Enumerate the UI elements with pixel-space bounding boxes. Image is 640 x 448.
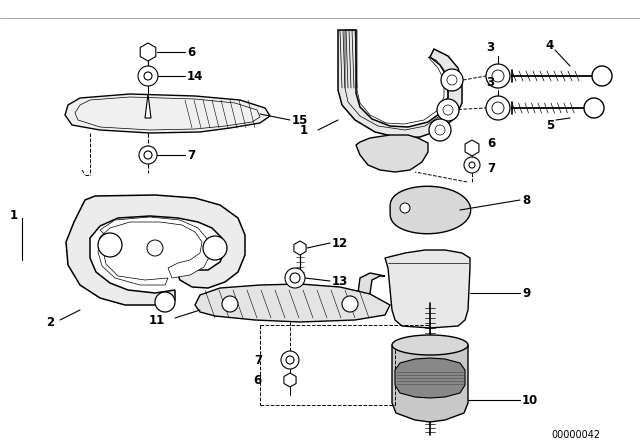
Text: 7: 7 [254,353,262,366]
Text: 6: 6 [187,46,195,59]
Text: 9: 9 [522,287,531,300]
Polygon shape [284,373,296,387]
Polygon shape [385,250,470,328]
Polygon shape [358,273,385,313]
Polygon shape [145,94,151,118]
Text: 1: 1 [10,208,18,221]
Text: 10: 10 [522,393,538,406]
Circle shape [281,351,299,369]
Polygon shape [65,94,270,133]
Polygon shape [390,186,470,234]
Circle shape [285,268,305,288]
Polygon shape [140,43,156,61]
Circle shape [286,356,294,364]
Circle shape [155,292,175,312]
Circle shape [400,203,410,213]
Circle shape [139,146,157,164]
Text: 7: 7 [487,161,495,175]
Polygon shape [395,358,465,398]
Circle shape [435,125,445,135]
Circle shape [138,66,158,86]
Circle shape [144,72,152,80]
Text: 13: 13 [332,275,348,288]
Circle shape [469,162,475,168]
Text: 6: 6 [253,374,262,387]
Circle shape [222,296,238,312]
Circle shape [342,296,358,312]
Circle shape [443,105,453,115]
Text: 5: 5 [546,119,554,132]
Polygon shape [294,241,306,255]
Text: 3: 3 [486,40,494,53]
Circle shape [492,70,504,82]
Text: 15: 15 [292,113,308,126]
Polygon shape [98,217,210,285]
Circle shape [464,157,480,173]
Polygon shape [392,335,468,355]
Text: 6: 6 [487,137,495,150]
Circle shape [584,98,604,118]
Circle shape [486,64,510,88]
Circle shape [486,96,510,120]
Circle shape [98,233,122,257]
Circle shape [147,240,163,256]
Circle shape [203,236,227,260]
Polygon shape [338,30,462,138]
Text: 2: 2 [46,315,54,328]
Polygon shape [465,140,479,156]
Text: 11: 11 [148,314,165,327]
Circle shape [429,119,451,141]
Circle shape [437,99,459,121]
Text: 14: 14 [187,69,204,82]
Polygon shape [356,135,428,172]
Text: 8: 8 [522,194,531,207]
Circle shape [592,66,612,86]
Polygon shape [66,195,245,305]
Text: 7: 7 [187,148,195,161]
Circle shape [441,69,463,91]
Circle shape [492,102,504,114]
Text: 4: 4 [546,39,554,52]
Circle shape [447,75,457,85]
Text: 1: 1 [300,124,308,137]
Polygon shape [195,284,390,322]
Polygon shape [392,345,468,422]
Text: 00000042: 00000042 [551,430,600,440]
Text: 3: 3 [486,76,494,89]
Text: 12: 12 [332,237,348,250]
Circle shape [290,273,300,283]
Circle shape [144,151,152,159]
